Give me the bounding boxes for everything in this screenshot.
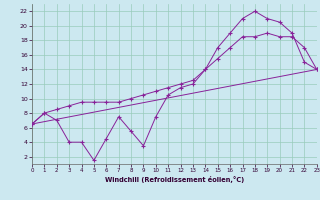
X-axis label: Windchill (Refroidissement éolien,°C): Windchill (Refroidissement éolien,°C) (105, 176, 244, 183)
